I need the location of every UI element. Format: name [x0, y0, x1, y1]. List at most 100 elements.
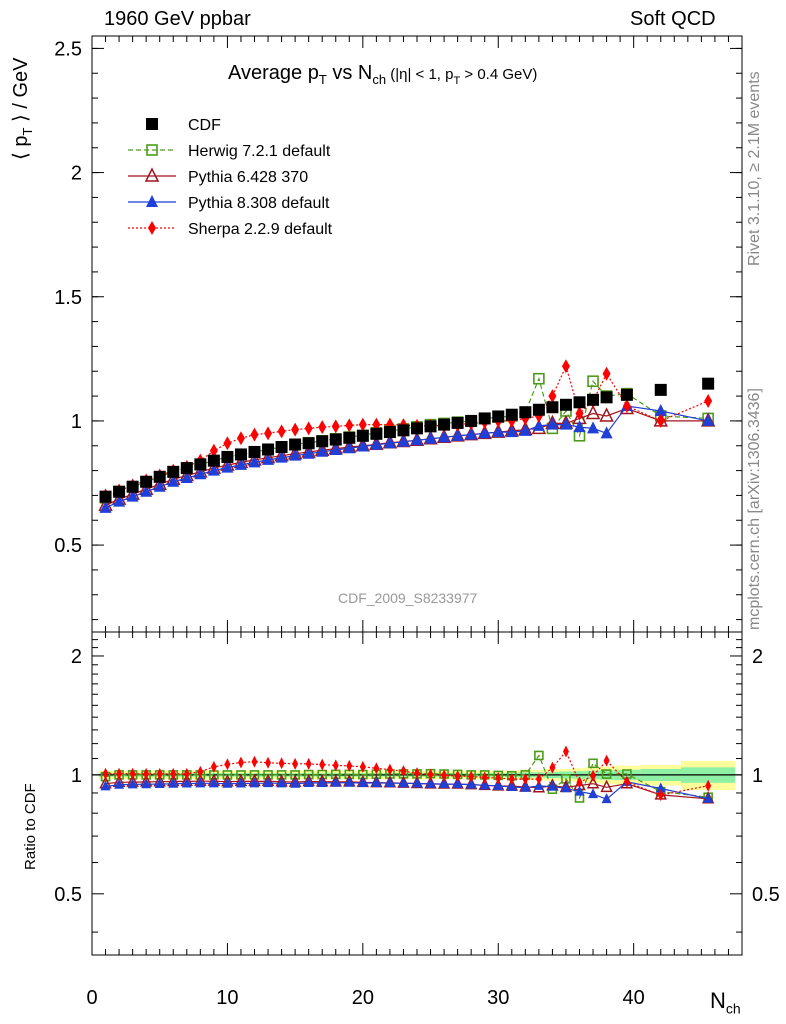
cdf-point — [532, 403, 545, 416]
pythia-8-308-default-point — [263, 777, 274, 788]
cdf-point — [302, 437, 315, 450]
cdf-point — [356, 429, 369, 442]
pythia-8-308-default-point — [478, 426, 491, 439]
pythia-8-308-default-point — [493, 779, 504, 790]
cdf-point — [478, 412, 491, 425]
y-tick-label: 2.5 — [54, 38, 82, 60]
analysis-id-watermark: CDF_2009_S8233977 — [338, 590, 478, 606]
cdf-point — [167, 465, 180, 478]
pythia-8-308-default-point — [479, 779, 490, 790]
herwig-7-2-1-default-point — [533, 372, 545, 385]
cdf-point — [99, 490, 112, 503]
cdf-point — [383, 426, 396, 439]
pythia-8-308-default-point — [127, 778, 138, 789]
sherpa-2-2-9-default-point — [427, 768, 434, 781]
cdf-point — [397, 424, 410, 437]
pythia-8-308-default-point — [439, 778, 450, 789]
y-tick-label-right: 1 — [752, 765, 763, 787]
pythia-8-308-default-point — [655, 782, 666, 793]
pythia-8-308-default-point — [452, 778, 463, 789]
cdf-point — [546, 401, 559, 414]
pythia-8-308-default-point — [343, 441, 356, 454]
pythia-8-308-default-point — [412, 777, 422, 788]
pythia-8-308-default-point — [424, 431, 437, 444]
sherpa-2-2-9-default-point — [562, 745, 569, 758]
pythia-8-308-default-point — [398, 777, 409, 788]
pythia-8-308-default-line — [105, 405, 709, 509]
sherpa-2-2-9-default-point — [704, 394, 713, 409]
y-tick-label-right: 2 — [752, 646, 763, 668]
y-tick-label: 0.5 — [54, 884, 82, 906]
legend-sherpa-2-2-9-default-label: Sherpa 2.2.9 default — [188, 221, 333, 238]
sherpa-2-2-9-default-point — [623, 775, 630, 788]
pythia-8-308-default-point — [357, 776, 368, 787]
sherpa-2-2-9-default-point — [292, 757, 299, 770]
pythia-6-428-370-point — [586, 776, 600, 789]
pythia-8-308-default-point — [289, 448, 302, 461]
pythia-8-308-default-point — [397, 434, 410, 447]
sherpa-2-2-9-default-point — [346, 759, 353, 772]
cdf-point — [370, 427, 383, 440]
cdf-point — [329, 433, 342, 446]
pythia-8-308-default-point — [506, 780, 517, 791]
pythia-8-308-default-point — [329, 442, 342, 455]
sherpa-2-2-9-default-point — [602, 366, 611, 381]
sherpa-2-2-9-default-point — [358, 417, 367, 432]
sherpa-2-2-9-default-point — [590, 769, 597, 782]
pythia-8-308-default-point — [221, 460, 234, 473]
legend-cdf-marker — [146, 118, 158, 130]
y-tick-label: 1.5 — [54, 287, 82, 309]
sherpa-2-2-9-default-point — [264, 426, 273, 441]
pythia-8-308-default-point — [384, 777, 395, 788]
sherpa-2-2-9-default-point — [305, 757, 312, 770]
cdf-point — [438, 418, 451, 431]
pythia-6-428-370-series — [98, 399, 716, 512]
pythia-8-308-default-point — [168, 777, 179, 788]
sherpa-2-2-9-default-point — [657, 789, 664, 802]
sherpa-2-2-9-default-point — [319, 758, 326, 771]
sherpa-2-2-9-default-point — [468, 770, 475, 783]
cdf-point — [587, 393, 600, 406]
ratio-plot-frame — [91, 631, 743, 956]
pythia-8-308-default-point — [290, 777, 301, 788]
pythia-8-308-default-point — [411, 433, 423, 446]
pythia-8-308-default-point — [114, 778, 125, 789]
sherpa-2-2-9-default-point — [576, 776, 583, 789]
pythia-8-308-default-point — [559, 417, 572, 430]
cdf-point — [275, 440, 288, 453]
sherpa-2-2-9-default-point — [656, 413, 665, 428]
pythia-8-308-default-point — [703, 792, 714, 803]
sherpa-2-2-9-default-point — [265, 756, 272, 769]
pythia-8-308-default-point — [356, 439, 369, 452]
sherpa-2-2-9-default-point — [603, 754, 610, 767]
pythia-8-308-default-point — [600, 426, 613, 439]
pythia-8-308-default-point — [370, 437, 383, 450]
sherpa-2-2-9-default-point — [481, 771, 488, 784]
legend-pythia-8-308-default-label: Pythia 8.308 default — [188, 195, 330, 212]
pythia-8-308-default-point — [262, 452, 275, 465]
pythia-6-428-370-point — [599, 407, 614, 422]
legend-pythia-8-308-default-marker — [146, 195, 158, 207]
pythia-8-308-default-point — [222, 777, 233, 788]
pythia-8-308-default-point — [140, 484, 153, 497]
cdf-point — [153, 470, 166, 483]
pythia-8-308-default-series — [100, 775, 714, 804]
pythia-8-308-default-point — [371, 776, 382, 787]
x-tick-label: 20 — [352, 987, 374, 1009]
sherpa-2-2-9-default-point — [373, 762, 380, 775]
sherpa-2-2-9-default-point — [236, 431, 245, 446]
sherpa-2-2-9-default-point — [237, 756, 244, 769]
main-y-axis-label: ⟨ pT ⟩ / GeV — [10, 57, 35, 161]
pythia-8-308-default-point — [492, 425, 505, 438]
ratio-y-axis-label: Ratio to CDF — [22, 783, 39, 870]
sherpa-2-2-9-default-point — [318, 420, 327, 435]
legend-herwig-7-2-1-default-label: Herwig 7.2.1 default — [188, 143, 331, 160]
cdf-point — [180, 462, 193, 475]
pythia-8-308-default-point — [113, 494, 126, 507]
cdf-point — [113, 485, 126, 498]
pythia-8-308-default-point — [302, 446, 315, 459]
pythia-6-428-370-point — [600, 779, 613, 793]
sherpa-2-2-9-default-point — [548, 389, 557, 404]
herwig-7-2-1-default-point — [534, 750, 544, 761]
sherpa-2-2-9-default-point — [223, 436, 232, 451]
